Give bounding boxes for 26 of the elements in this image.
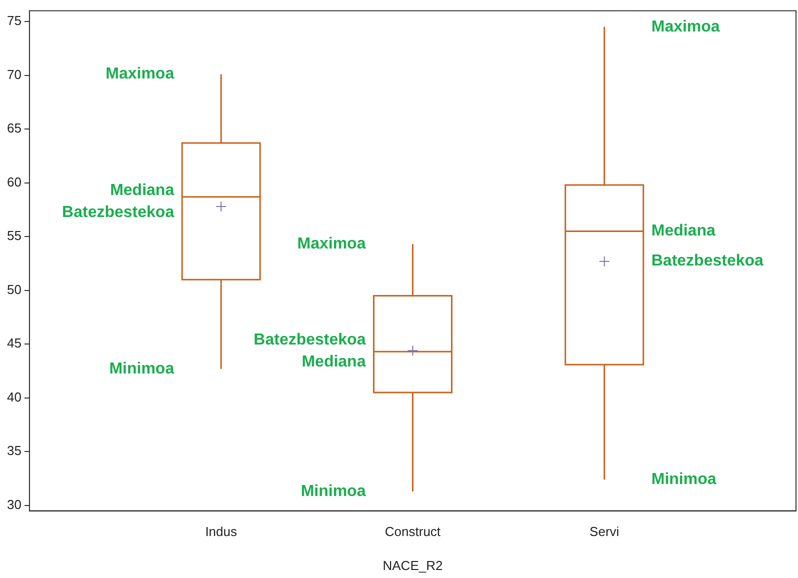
annotation: Mediana <box>110 182 174 200</box>
y-tick-label: 60 <box>6 174 22 190</box>
y-tick-label: 50 <box>6 282 22 297</box>
y-tick-label: 70 <box>6 66 22 82</box>
x-tick-label: Construct <box>384 524 441 540</box>
y-tick-label: 55 <box>6 228 22 244</box>
annotation: Batezbestekoa <box>62 204 174 222</box>
x-tick-label: Indus <box>205 524 238 540</box>
annotation: Batezbestekoa <box>651 252 764 270</box>
annotation: Maximoa <box>297 236 366 253</box>
y-tick-label: 65 <box>6 120 22 136</box>
annotation: Minimoa <box>300 482 366 500</box>
annotation: Minimoa <box>651 471 716 488</box>
annotation: Mediana <box>651 222 716 240</box>
y-tick-label: 35 <box>6 443 22 458</box>
y-tick-label: 30 <box>6 497 22 512</box>
y-tick-label: 45 <box>6 336 22 351</box>
x-tick-label: Servi <box>590 524 620 540</box>
y-tick-label: 40 <box>6 389 22 404</box>
annotation: Maximoa <box>651 18 720 36</box>
annotation: Minimoa <box>109 360 174 378</box>
x-axis-title: NACE_R2 <box>382 558 443 573</box>
annotation: Maximoa <box>106 66 174 83</box>
y-tick-label: 75 <box>6 13 22 28</box>
annotation: Mediana <box>302 354 366 371</box>
annotation: Batezbestekoa <box>254 332 366 349</box>
